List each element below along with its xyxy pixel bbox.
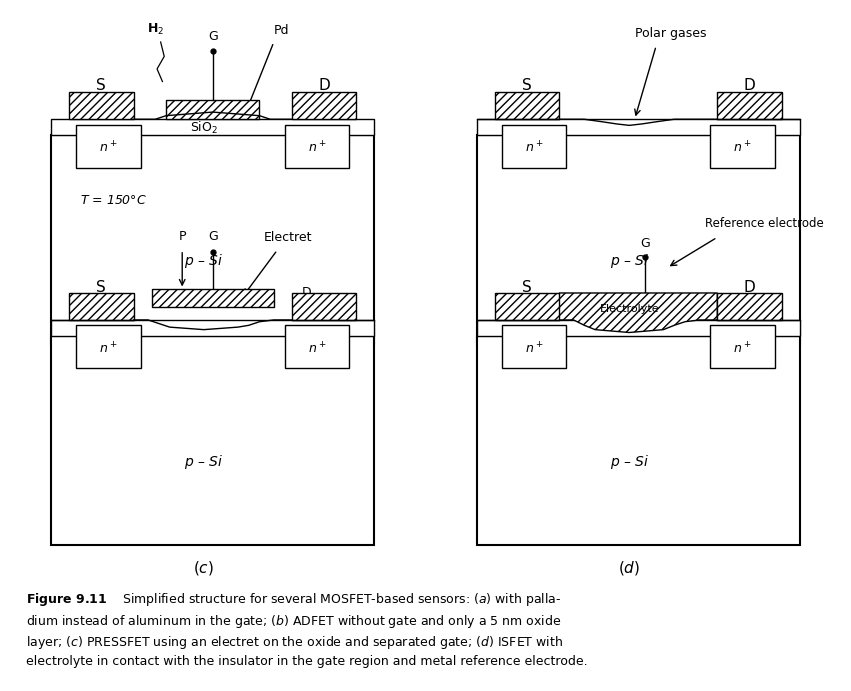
Text: $p$ – Si: $p$ – Si xyxy=(609,252,648,270)
Text: $p$ – Si: $p$ – Si xyxy=(184,453,223,471)
Text: H$_2$: H$_2$ xyxy=(146,21,164,37)
Bar xyxy=(502,124,567,168)
Text: G: G xyxy=(208,30,218,43)
Text: S: S xyxy=(96,280,106,295)
Text: D: D xyxy=(318,78,330,93)
Text: $n^+$: $n^+$ xyxy=(734,341,751,357)
Bar xyxy=(77,124,141,168)
Text: $(a)$: $(a)$ xyxy=(193,360,214,378)
Text: S: S xyxy=(522,78,532,93)
Text: Reference electrode: Reference electrode xyxy=(705,217,824,230)
Text: SiO$_2$: SiO$_2$ xyxy=(190,120,218,136)
Bar xyxy=(477,120,800,135)
Text: $(d)$: $(d)$ xyxy=(618,559,640,577)
Text: $n^+$: $n^+$ xyxy=(308,341,326,357)
Text: G: G xyxy=(208,229,218,243)
Bar xyxy=(151,290,274,307)
Bar xyxy=(69,93,134,120)
Bar xyxy=(717,93,782,120)
Text: $n^+$: $n^+$ xyxy=(100,341,117,357)
Text: Polar gases: Polar gases xyxy=(635,27,706,40)
Bar xyxy=(502,325,567,368)
Bar xyxy=(69,293,134,320)
Bar xyxy=(166,100,260,120)
Bar xyxy=(284,124,349,168)
Bar xyxy=(77,325,141,368)
Text: $T$ = 150°C: $T$ = 150°C xyxy=(80,193,146,207)
Text: G: G xyxy=(641,237,650,250)
Bar xyxy=(710,325,774,368)
Bar xyxy=(292,93,357,120)
Bar xyxy=(292,293,357,320)
Bar xyxy=(710,124,774,168)
Text: S: S xyxy=(96,78,106,93)
Text: $n^+$: $n^+$ xyxy=(525,341,543,357)
Text: $n^+$: $n^+$ xyxy=(525,140,543,155)
Text: $n^+$: $n^+$ xyxy=(308,140,326,155)
Bar xyxy=(477,135,800,344)
Bar xyxy=(494,293,559,320)
Text: S: S xyxy=(522,280,532,295)
Text: $p$ – Si: $p$ – Si xyxy=(184,252,223,270)
Text: $n^+$: $n^+$ xyxy=(734,140,751,155)
Text: Pd: Pd xyxy=(273,23,288,37)
Bar xyxy=(477,336,800,545)
Text: Electrolyte: Electrolyte xyxy=(599,304,659,314)
Text: $n^+$: $n^+$ xyxy=(100,140,117,155)
Text: D: D xyxy=(744,78,756,93)
Text: P: P xyxy=(179,229,186,243)
Bar xyxy=(477,320,800,336)
Bar xyxy=(51,336,374,545)
Text: $(c)$: $(c)$ xyxy=(193,559,214,577)
Bar xyxy=(717,293,782,320)
Bar xyxy=(494,93,559,120)
Bar xyxy=(51,135,374,344)
Bar xyxy=(51,120,374,135)
Text: D: D xyxy=(301,287,311,299)
Text: $(b)$: $(b)$ xyxy=(618,360,640,378)
Text: Electret: Electret xyxy=(264,231,312,245)
Bar xyxy=(284,325,349,368)
Bar xyxy=(51,320,374,336)
Text: $p$ – Si: $p$ – Si xyxy=(609,453,648,471)
Text: $\mathbf{Figure\ 9.11}$    Simplified structure for several MOSFET-based sensors: $\mathbf{Figure\ 9.11}$ Simplified struc… xyxy=(26,591,587,668)
Polygon shape xyxy=(559,293,717,332)
Text: D: D xyxy=(744,280,756,295)
